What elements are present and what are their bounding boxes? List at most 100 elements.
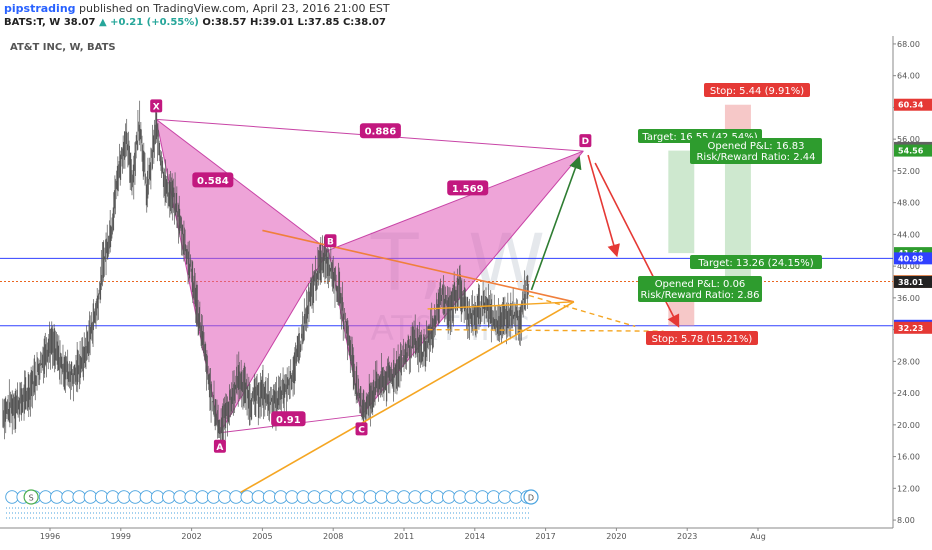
publish-line: pipstrading published on TradingView.com… [4,2,390,15]
descending-trendline [262,229,575,303]
event-marker [341,490,355,504]
ratio-badge [271,411,306,427]
y-tick-label: 68.00 [897,40,920,49]
event-marker [475,490,490,504]
x-tick-label: 2002 [181,532,201,541]
stop-annotation-1-text: Stop: 5.44 (9.91%) [710,86,804,97]
pnl-annotation-1-box [690,138,822,164]
fib-ratio-label: 0.91 [276,415,301,426]
open-value: O:38.57 [202,17,247,28]
fib-ratio-label: 0.886 [365,127,397,138]
pattern-point-a: A [216,443,223,453]
event-marker [318,490,333,504]
event-marker [464,490,478,504]
ratio-badge [447,180,489,196]
event-marker [374,490,389,504]
target-annotation-2-box [690,255,822,269]
pnl-annotation-2-box [638,276,762,302]
fib-ratio-label: 1.569 [452,184,484,195]
pattern-point-c: C [358,425,365,435]
event-marker [162,490,176,504]
y-tick-label: 40.00 [897,262,920,271]
event-marker [498,490,512,504]
pnl-annotation-2-text: Risk/Reward Ratio: 2.86 [640,290,759,301]
event-marker [330,490,344,504]
stop-annotation-2-box [646,331,758,345]
symbol-label[interactable]: BATS:T, W [4,17,61,28]
x-tick-label: 2011 [394,532,414,541]
event-marker [486,490,501,504]
y-tick-label: 8.00 [897,516,915,525]
event-marker [218,490,232,504]
close-value: C:38.07 [342,17,386,28]
ascending-trendline [226,301,575,501]
y-tick-label: 24.00 [897,389,920,398]
x-tick-label: 2017 [535,532,555,541]
event-marker [408,490,422,504]
event-marker [83,490,98,504]
pnl-annotation-1-text: Risk/Reward Ratio: 2.44 [696,152,815,163]
y-tick-label: 52.00 [897,167,920,176]
pnl-annotation-2-text: Opened P&L: 0.06 [655,279,746,290]
x-tick-label: 2005 [252,532,272,541]
event-marker [229,490,243,504]
stop-annotation-2-text: Stop: 5.78 (15.21%) [652,334,753,345]
price-change: ▲ +0.21 (+0.55%) [98,17,199,28]
last-price: 38.07 [63,17,96,28]
y-tick-label: 20.00 [897,421,920,430]
event-marker [139,490,154,504]
pattern-point-d: D [582,137,589,147]
stop-annotation-1-box [704,83,810,97]
x-tick-label: 1996 [40,532,60,541]
price-tag-blue [894,252,932,265]
pane-title: AT&T INC, W, BATS [10,42,116,53]
event-marker [262,490,277,504]
pattern-point-b: B [327,237,334,247]
ratio-badge [359,123,401,139]
event-marker [397,490,411,504]
dividend-marker [523,489,539,505]
event-marker [38,490,53,504]
event-marker [94,490,109,504]
projection-dash-1 [528,294,636,328]
pnl-annotation-1-text: Opened P&L: 16.83 [708,141,805,152]
event-marker [195,490,210,504]
dividend-marker-label: D [528,494,534,503]
pattern-point-badge [579,134,592,148]
event-marker [72,490,86,504]
event-marker [442,490,456,504]
ohlc-line: BATS:T, W 38.07 ▲ +0.21 (+0.55%) O:38.57… [4,17,386,28]
y-tick-label: 44.00 [897,230,920,239]
y-tick-label: 64.00 [897,72,920,81]
price-tag-black [894,275,932,288]
event-marker [352,490,366,504]
y-tick-label: 56.00 [897,135,920,144]
event-marker [150,490,165,504]
split-marker [23,489,39,505]
high-value: H:39.01 [249,17,294,28]
author-link[interactable]: pipstrading [4,2,76,15]
chart-header: pipstrading published on TradingView.com… [0,0,932,34]
target-annotation-1-text: Target: 16.55 (42.54%) [641,132,757,143]
event-marker [251,490,266,504]
split-marker-label: S [29,494,34,503]
x-tick-label: 2020 [606,532,626,541]
projection-arrow-down-1 [587,154,620,258]
event-marker [453,490,467,504]
price-tag-label: 54.56 [898,147,924,156]
event-marker [106,490,120,504]
event-marker [128,490,142,504]
price-tag-label: 32.23 [898,324,923,333]
projection-dash-2 [427,328,664,332]
fib-ratio-label: 0.584 [197,176,229,187]
x-tick-label: 1999 [111,532,131,541]
event-marker [307,490,322,504]
ratio-badge [192,172,234,188]
event-marker [184,490,198,504]
price-tag-label: 60.34 [898,101,924,110]
event-marker [61,490,75,504]
x-tick-label: Aug [750,532,766,541]
event-marker [296,490,310,504]
pattern-point-badge [324,234,337,248]
